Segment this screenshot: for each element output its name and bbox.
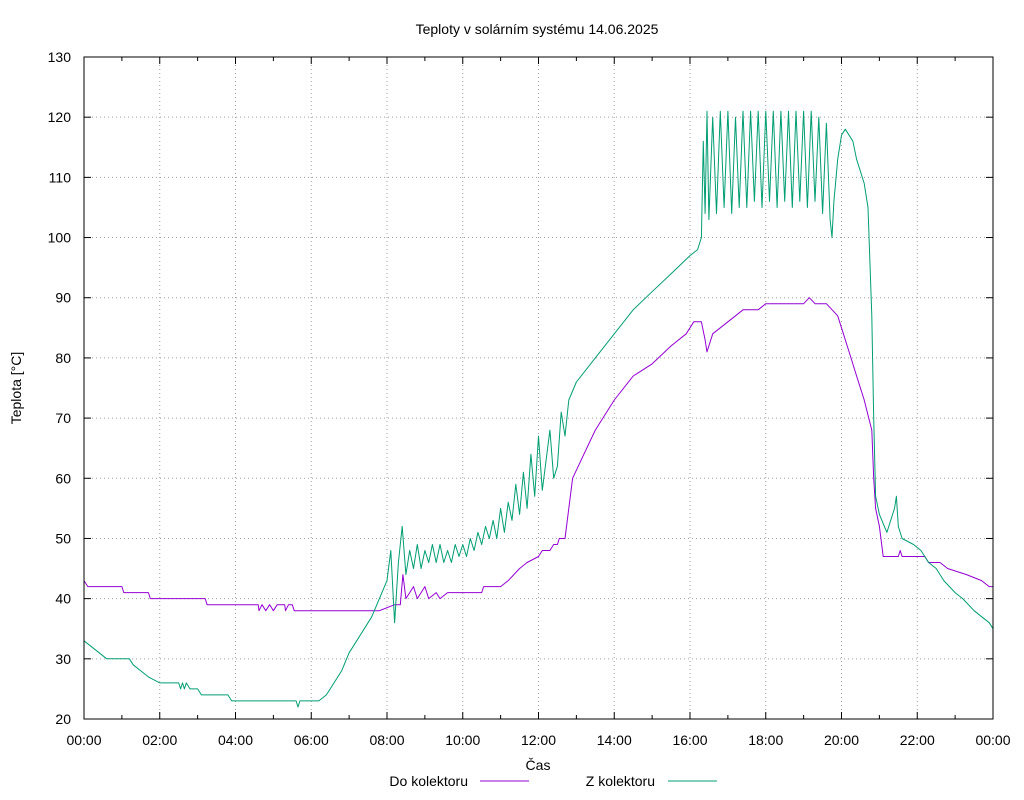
x-tick-label: 08:00	[369, 732, 404, 748]
series-line-z-kolektoru	[83, 110, 994, 708]
x-tick-label: 02:00	[142, 732, 177, 748]
x-tick-label: 20:00	[824, 732, 859, 748]
chart-title: Teploty v solárním systému 14.06.2025	[416, 21, 659, 37]
y-tick-label: 60	[55, 470, 71, 486]
x-tick-label: 18:00	[748, 732, 783, 748]
y-tick-label: 110	[49, 169, 72, 185]
x-tick-labels: 00:00 02:00 04:00 06:00 08:00 10:00 12:00 14:00…	[66, 732, 1010, 748]
y-tick-labels: 20 30 40 50 60 70 80 90 100 110 120 130	[48, 49, 72, 727]
legend-label-z-kolektoru: Z kolektoru	[586, 773, 655, 789]
x-tick-label: 10:00	[445, 732, 480, 748]
x-tick-label: 16:00	[672, 732, 707, 748]
x-tick-label: 12:00	[521, 732, 556, 748]
x-tick-label: 06:00	[294, 732, 329, 748]
y-tick-label: 80	[55, 350, 71, 366]
y-tick-label: 90	[55, 290, 71, 306]
y-tick-label: 130	[48, 49, 72, 65]
x-tick-label: 22:00	[900, 732, 935, 748]
y-tick-label: 30	[55, 651, 71, 667]
x-tick-label: 14:00	[597, 732, 632, 748]
series-layer	[83, 110, 994, 708]
y-tick-label: 20	[55, 711, 71, 727]
y-tick-label: 120	[48, 109, 72, 125]
x-tick-label: 00:00	[66, 732, 101, 748]
x-tick-label: 00:00	[975, 732, 1010, 748]
grid	[84, 57, 993, 719]
plot-frame	[83, 56, 994, 720]
x-tick-label: 04:00	[218, 732, 253, 748]
y-tick-label: 50	[55, 530, 71, 546]
legend-label-do-kolektoru: Do kolektoru	[389, 773, 468, 789]
y-tick-label: 70	[55, 410, 71, 426]
tick-marks	[83, 56, 994, 720]
y-tick-label: 100	[48, 230, 72, 246]
y-axis-label: Teplota [°C]	[8, 352, 24, 425]
legend: Do kolektoru Z kolektoru	[389, 773, 717, 789]
x-axis-label: Čas	[526, 757, 551, 773]
y-tick-label: 40	[55, 591, 71, 607]
series-line-do-kolektoru	[83, 297, 993, 612]
